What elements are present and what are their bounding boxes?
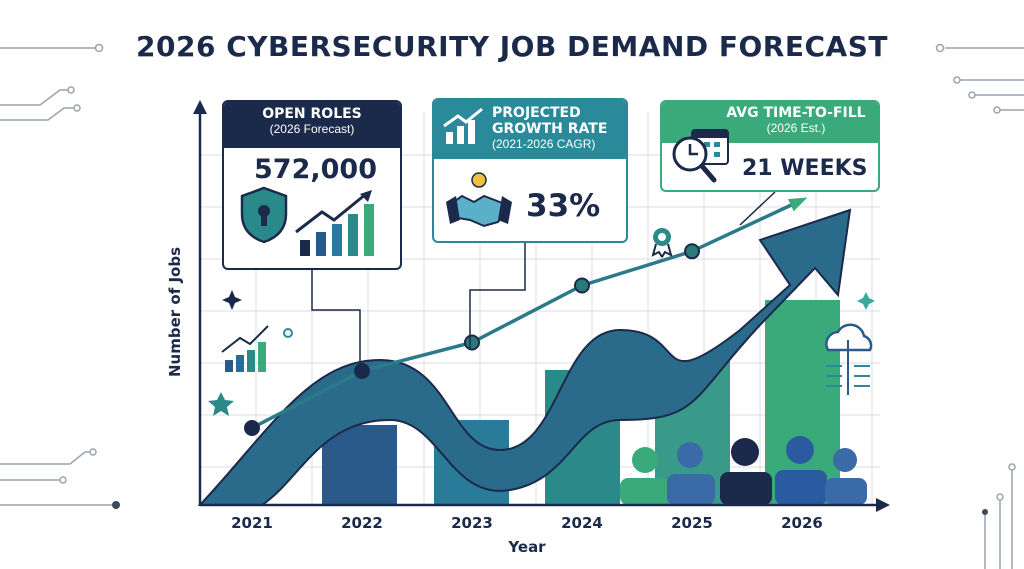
calendar-search-icon — [672, 129, 729, 183]
x-tick-label: 2024 — [561, 514, 603, 532]
y-axis-label: Number of Jobs — [166, 247, 184, 377]
series-group — [244, 197, 808, 436]
growth-subheading: (2021-2026 CAGR) — [492, 137, 596, 151]
growth-heading-line2: GROWTH RATE — [492, 121, 608, 137]
handshake-icon — [446, 172, 512, 228]
series-line-arrowhead — [788, 197, 808, 212]
open-roles-value: 572,000 — [254, 154, 377, 185]
x-tick-label: 2022 — [341, 514, 383, 532]
time-to-fill-value: 21 WEEKS — [742, 156, 868, 181]
award-badge-icon — [651, 228, 673, 258]
cloud-upload-icon — [825, 323, 873, 395]
card-connectors — [311, 191, 776, 372]
shield-lock-icon — [240, 186, 288, 244]
trend-up-icon — [443, 107, 483, 144]
x-axis-label: Year — [507, 538, 546, 556]
growth-chart-mini-icon — [221, 325, 269, 372]
open-roles-heading: OPEN ROLES — [262, 106, 362, 122]
chart-title: 2026 CYBERSECURITY JOB DEMAND FORECAST — [136, 30, 888, 63]
growth-rate-card: PROJECTED GROWTH RATE (2021-2026 CAGR) 3… — [432, 98, 628, 243]
time-to-fill-card: AVG TIME-TO-FILL (2026 Est.) 21 WEEKS — [660, 100, 880, 192]
axes — [193, 100, 890, 512]
circuit-decoration-left — [0, 43, 120, 509]
x-tick-label: 2021 — [231, 514, 273, 532]
data-point — [464, 334, 480, 351]
circuit-decoration-right — [935, 43, 1024, 569]
data-point — [684, 243, 700, 260]
trend-wave-arrow — [197, 208, 852, 506]
time-to-fill-subheading: (2026 Est.) — [766, 121, 826, 135]
data-point — [574, 277, 590, 294]
x-tick-label: 2025 — [671, 514, 713, 532]
x-tick-label: 2026 — [781, 514, 823, 532]
series-line — [251, 198, 803, 430]
growth-heading-line1: PROJECTED — [492, 105, 581, 121]
x-tick-labels: 2021 2022 2023 2024 2025 2026 — [231, 514, 823, 532]
x-tick-label: 2023 — [451, 514, 493, 532]
open-roles-subheading: (2026 Forecast) — [269, 122, 355, 136]
people-group-icon — [620, 436, 867, 505]
open-roles-card: OPEN ROLES (2026 Forecast) 572,000 — [222, 100, 402, 270]
growth-value: 33% — [526, 188, 601, 224]
growth-bars-icon — [295, 190, 374, 256]
data-point — [354, 363, 370, 379]
data-point — [244, 420, 260, 436]
decor-small-icons — [208, 228, 875, 416]
time-to-fill-heading: AVG TIME-TO-FILL — [726, 105, 866, 121]
